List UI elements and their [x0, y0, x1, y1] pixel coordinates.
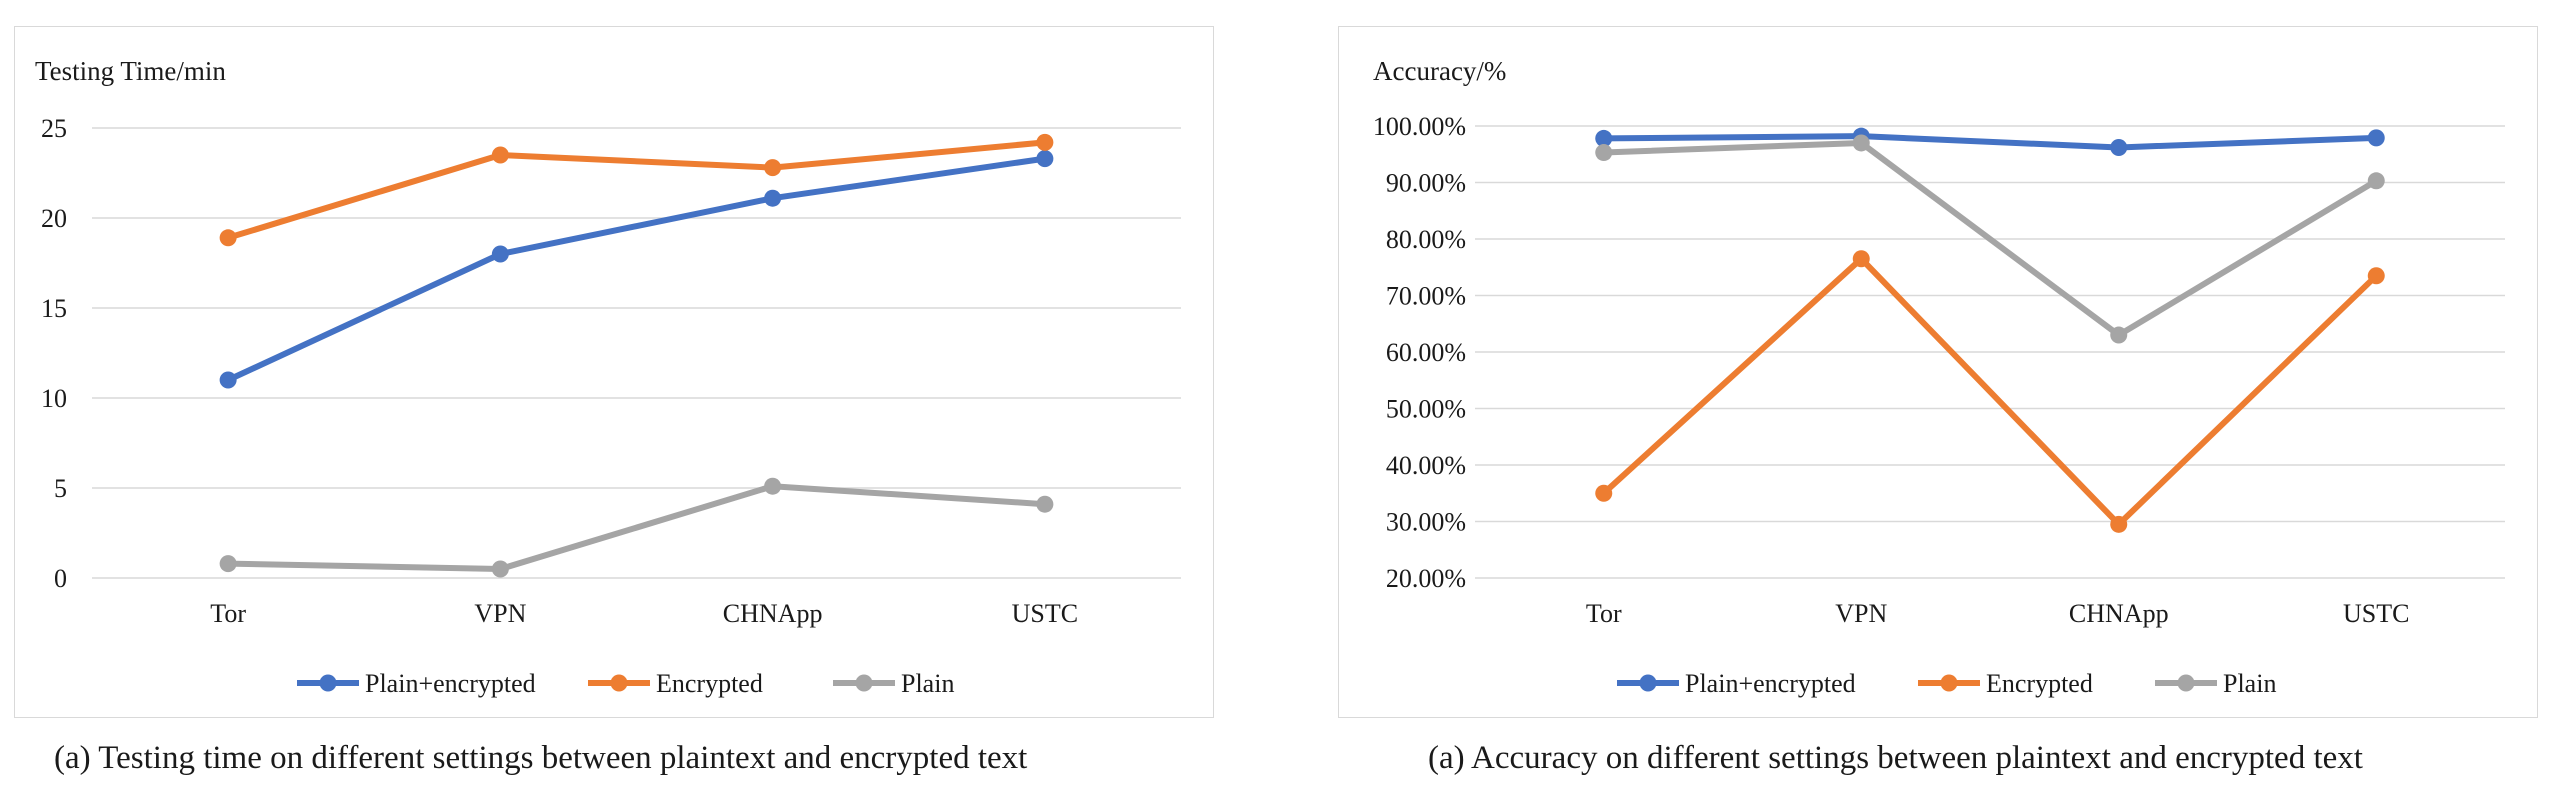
data-point: [2110, 326, 2128, 344]
data-point: [2110, 515, 2128, 533]
data-point: [2367, 172, 2385, 190]
x-tick-label: CHNApp: [723, 599, 823, 628]
legend-label: Plain+encrypted: [365, 669, 536, 698]
series-line-plain: [1600, 139, 2380, 339]
legend-label: Plain+encrypted: [1685, 669, 1856, 698]
y-tick-label: 20.00%: [1386, 564, 1466, 593]
series-line-plain: [225, 483, 1048, 572]
legend-label: Plain: [901, 669, 954, 698]
y-tick-label: 90.00%: [1386, 169, 1466, 198]
x-tick-label: USTC: [2343, 599, 2409, 628]
x-tick-label: Tor: [1586, 599, 1622, 628]
y-tick-label: 70.00%: [1386, 282, 1466, 311]
legend-marker: [610, 674, 628, 692]
y-axis-title: Accuracy/%: [1373, 56, 1506, 86]
legend-label: Encrypted: [1986, 669, 2093, 698]
data-point: [491, 560, 509, 578]
y-tick-label: 40.00%: [1386, 451, 1466, 480]
y-tick-label: 0: [54, 564, 67, 593]
data-point: [491, 245, 509, 263]
testing-time-chart-panel: Testing Time/min 0 5 10 15 20 25 Tor VPN CHNApp US…: [14, 26, 1214, 718]
data-point: [219, 371, 237, 389]
data-point: [1036, 150, 1054, 168]
data-point: [1595, 129, 1613, 147]
x-tick-label: USTC: [1012, 599, 1078, 628]
legend-marker: [2177, 674, 2195, 692]
y-tick-label: 25: [41, 114, 67, 143]
accuracy-caption: (a) Accuracy on different settings betwe…: [1428, 740, 2363, 776]
data-point: [764, 477, 782, 495]
y-tick-label: 100.00%: [1373, 112, 1466, 141]
data-point: [1852, 250, 1870, 268]
y-tick-label: 10: [41, 384, 67, 413]
data-point: [1595, 484, 1613, 502]
legend-marker: [1940, 674, 1958, 692]
y-tick-label: 20: [41, 204, 67, 233]
data-point: [1036, 495, 1054, 513]
y-tick-label: 5: [54, 474, 67, 503]
series-line-encrypted: [225, 139, 1048, 241]
accuracy-chart-panel: Accuracy/% 20.00% 30.00% 40.00% 50.00% 60.00%…: [1338, 26, 2538, 718]
series-line-encrypted: [1600, 255, 2380, 528]
data-point: [219, 555, 237, 573]
series-line-plain-encrypted: [225, 155, 1048, 383]
data-point: [1036, 133, 1054, 151]
y-tick-label: 30.00%: [1386, 508, 1466, 537]
testing-time-line-chart: Testing Time/min 0 5 10 15 20 25 Tor VPN CHNApp US…: [35, 56, 1181, 698]
data-point: [1595, 144, 1613, 162]
data-point: [1852, 134, 1870, 152]
accuracy-line-chart: Accuracy/% 20.00% 30.00% 40.00% 50.00% 60.00%…: [1373, 56, 2505, 698]
testing-time-caption: (a) Testing time on different settings b…: [54, 740, 1028, 776]
series-line-plain-encrypted: [1600, 133, 2380, 151]
y-tick-label: 50.00%: [1386, 395, 1466, 424]
legend-marker: [1639, 674, 1657, 692]
data-point: [491, 146, 509, 164]
x-tick-label: VPN: [1835, 599, 1887, 628]
legend-marker: [855, 674, 873, 692]
data-point: [2110, 138, 2128, 156]
data-point: [2367, 129, 2385, 147]
y-tick-label: 60.00%: [1386, 338, 1466, 367]
x-tick-label: Tor: [210, 599, 246, 628]
y-axis-title: Testing Time/min: [35, 56, 226, 86]
data-point: [219, 229, 237, 247]
data-point: [2367, 267, 2385, 285]
y-tick-label: 80.00%: [1386, 225, 1466, 254]
legend-marker: [319, 674, 337, 692]
legend-label: Encrypted: [656, 669, 763, 698]
data-point: [764, 159, 782, 177]
y-tick-label: 15: [41, 294, 67, 323]
x-tick-label: CHNApp: [2069, 599, 2169, 628]
x-tick-label: VPN: [474, 599, 526, 628]
data-point: [764, 189, 782, 207]
legend-label: Plain: [2223, 669, 2276, 698]
